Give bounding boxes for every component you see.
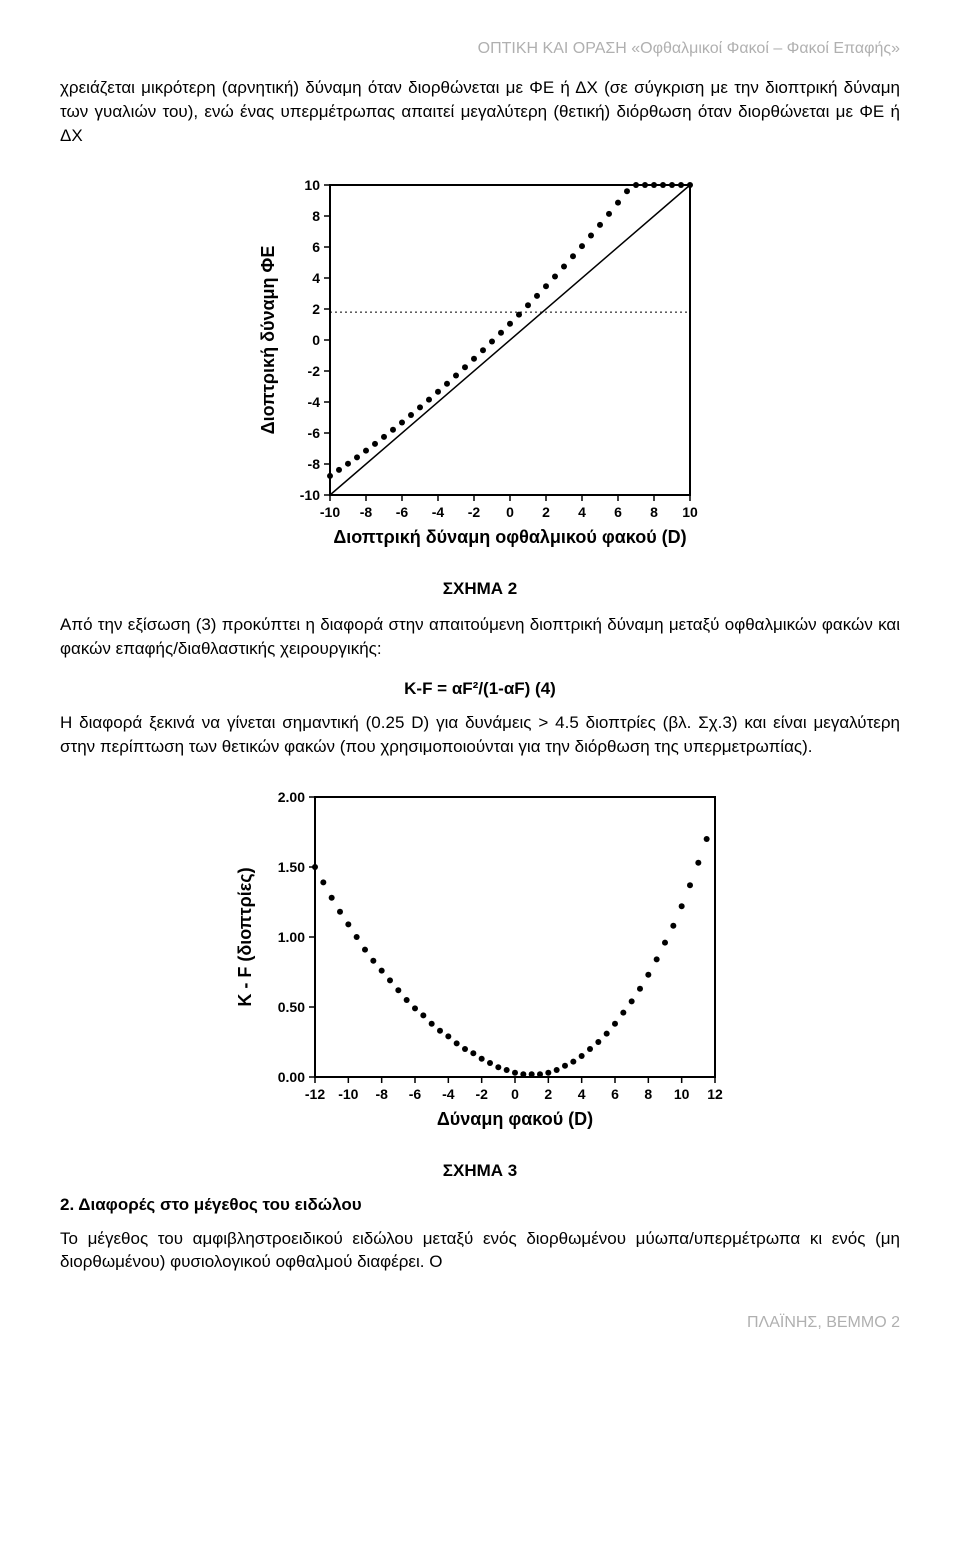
chart-1-container: -10 -8 -6 -4 -2 0 2 4 6 8 10 -10 -8 -6 -4 -2 0 2 4 6 8 10 Διοπ… — [60, 165, 900, 565]
svg-text:-8: -8 — [360, 504, 373, 520]
svg-text:-2: -2 — [475, 1086, 488, 1102]
svg-text:4: 4 — [312, 270, 320, 286]
svg-text:0: 0 — [312, 332, 320, 348]
paragraph-3: Η διαφορά ξεκινά να γίνεται σημαντική (0… — [60, 711, 900, 759]
paragraph-5: Το μέγεθος του αμφιβληστροειδικού ειδώλο… — [60, 1227, 900, 1275]
chart-2: -12 -10 -8 -6 -4 -2 0 2 4 6 8 10 12 0.00 0.50 1.00 1.50 2… — [225, 777, 735, 1147]
svg-text:-4: -4 — [442, 1086, 455, 1102]
svg-text:4: 4 — [578, 1086, 586, 1102]
svg-text:K - F (διοπτρίες): K - F (διοπτρίες) — [235, 867, 255, 1006]
svg-text:-10: -10 — [320, 504, 340, 520]
svg-text:2.00: 2.00 — [278, 789, 305, 805]
svg-text:-6: -6 — [396, 504, 409, 520]
svg-text:-6: -6 — [308, 425, 321, 441]
svg-text:-8: -8 — [308, 456, 321, 472]
chart-1: -10 -8 -6 -4 -2 0 2 4 6 8 10 -10 -8 -6 -4 -2 0 2 4 6 8 10 Διοπ… — [250, 165, 710, 565]
svg-text:2: 2 — [544, 1086, 552, 1102]
paragraph-2: Από την εξίσωση (3) προκύπτει η διαφορά … — [60, 613, 900, 661]
svg-text:6: 6 — [312, 239, 320, 255]
svg-text:-12: -12 — [305, 1086, 325, 1102]
svg-text:-6: -6 — [409, 1086, 422, 1102]
section-2-title: 2. Διαφορές στο μέγεθος του ειδώλου — [60, 1195, 900, 1215]
svg-text:6: 6 — [611, 1086, 619, 1102]
page-footer: ΠΛΑΪΝΗΣ, BEMMO 2 — [60, 1314, 900, 1332]
svg-text:2: 2 — [542, 504, 550, 520]
svg-text:8: 8 — [644, 1086, 652, 1102]
svg-text:-4: -4 — [432, 504, 445, 520]
chart-1-caption: ΣΧΗΜΑ 2 — [60, 579, 900, 599]
page-header: ΟΠΤΙΚΗ ΚΑΙ ΟΡΑΣΗ «Οφθαλμικοί Φακοί – Φακ… — [60, 40, 900, 58]
svg-text:10: 10 — [674, 1086, 690, 1102]
svg-text:4: 4 — [578, 504, 586, 520]
svg-text:10: 10 — [682, 504, 698, 520]
svg-text:-8: -8 — [375, 1086, 388, 1102]
equation-4: K-F = αF²/(1-αF) (4) — [60, 679, 900, 699]
svg-text:8: 8 — [650, 504, 658, 520]
svg-text:Διοπτρική δύναμη ΦΕ: Διοπτρική δύναμη ΦΕ — [258, 246, 278, 435]
svg-text:-2: -2 — [308, 363, 321, 379]
svg-text:0.50: 0.50 — [278, 999, 305, 1015]
svg-text:0: 0 — [506, 504, 514, 520]
svg-text:1.50: 1.50 — [278, 859, 305, 875]
svg-text:0: 0 — [511, 1086, 519, 1102]
svg-text:12: 12 — [707, 1086, 723, 1102]
svg-text:-2: -2 — [468, 504, 481, 520]
chart-2-container: -12 -10 -8 -6 -4 -2 0 2 4 6 8 10 12 0.00 0.50 1.00 1.50 2… — [60, 777, 900, 1147]
svg-text:2: 2 — [312, 301, 320, 317]
svg-text:Δύναμη φακού (D): Δύναμη φακού (D) — [437, 1109, 593, 1129]
svg-text:0.00: 0.00 — [278, 1069, 305, 1085]
svg-text:8: 8 — [312, 208, 320, 224]
svg-text:-4: -4 — [308, 394, 321, 410]
svg-text:10: 10 — [304, 177, 320, 193]
svg-text:-10: -10 — [338, 1086, 358, 1102]
svg-text:6: 6 — [614, 504, 622, 520]
chart-2-caption: ΣΧΗΜΑ 3 — [60, 1161, 900, 1181]
svg-text:-10: -10 — [300, 487, 320, 503]
paragraph-1: χρειάζεται μικρότερη (αρνητική) δύναμη ό… — [60, 76, 900, 147]
svg-text:1.00: 1.00 — [278, 929, 305, 945]
svg-text:Διοπτρική δύναμη οφθαλμικού φα: Διοπτρική δύναμη οφθαλμικού φακού (D) — [333, 527, 686, 547]
